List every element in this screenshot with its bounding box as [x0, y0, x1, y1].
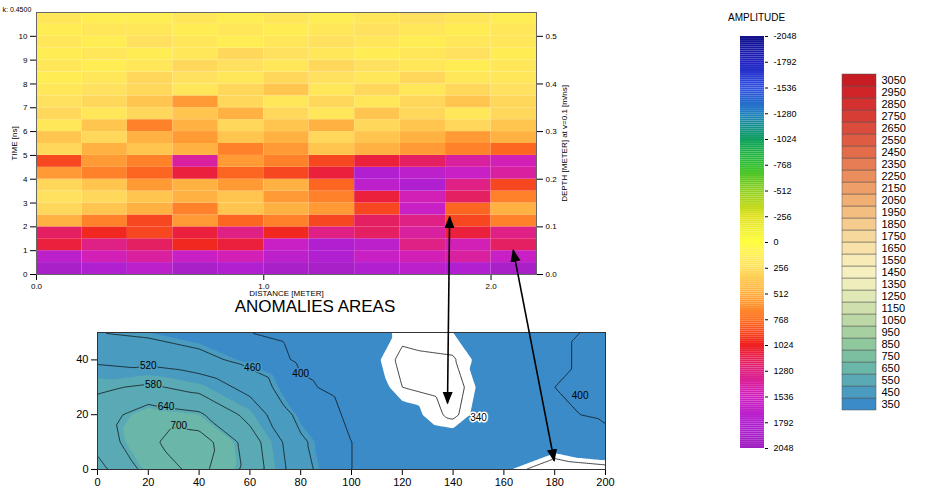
- svg-text:-1536: -1536: [774, 83, 797, 93]
- svg-text:3050: 3050: [882, 74, 906, 86]
- svg-text:700: 700: [170, 420, 187, 431]
- svg-text:2750: 2750: [882, 110, 906, 122]
- svg-text:2: 2: [23, 222, 28, 231]
- svg-text:7: 7: [23, 103, 28, 112]
- svg-text:140: 140: [444, 476, 462, 488]
- svg-text:0.4: 0.4: [546, 80, 558, 89]
- svg-text:256: 256: [774, 263, 789, 273]
- svg-text:0.5: 0.5: [546, 32, 558, 41]
- svg-text:400: 400: [292, 368, 309, 379]
- svg-text:1.0: 1.0: [258, 282, 270, 292]
- svg-text:40: 40: [193, 476, 205, 488]
- svg-text:340: 340: [470, 412, 487, 423]
- svg-text:350: 350: [882, 398, 900, 410]
- svg-text:-768: -768: [774, 160, 792, 170]
- svg-text:2650: 2650: [882, 122, 906, 134]
- svg-text:450: 450: [882, 386, 900, 398]
- svg-text:580: 580: [145, 379, 162, 390]
- svg-text:550: 550: [882, 374, 900, 386]
- svg-text:512: 512: [774, 289, 789, 299]
- svg-text:1450: 1450: [882, 266, 906, 278]
- svg-text:-1024: -1024: [774, 134, 797, 144]
- svg-text:10: 10: [19, 32, 28, 41]
- svg-text:1536: 1536: [774, 392, 794, 402]
- svg-text:-1280: -1280: [774, 109, 797, 119]
- svg-text:40: 40: [76, 353, 88, 365]
- svg-text:20: 20: [142, 476, 154, 488]
- svg-text:-512: -512: [774, 186, 792, 196]
- svg-text:2150: 2150: [882, 182, 906, 194]
- svg-text:8: 8: [23, 80, 28, 89]
- html-text:AMPLITUDE: AMPLITUDE: [728, 12, 786, 23]
- svg-text:1250: 1250: [882, 290, 906, 302]
- svg-text:1650: 1650: [882, 242, 906, 254]
- svg-text:2450: 2450: [882, 146, 906, 158]
- svg-text:120: 120: [393, 476, 411, 488]
- svg-text:0: 0: [774, 237, 779, 247]
- svg-text:9: 9: [23, 56, 28, 65]
- svg-text:650: 650: [882, 362, 900, 374]
- svg-text:2850: 2850: [882, 98, 906, 110]
- svg-text:1: 1: [23, 246, 28, 255]
- svg-text:5: 5: [23, 151, 28, 160]
- svg-text:0: 0: [23, 270, 28, 279]
- svg-text:1550: 1550: [882, 254, 906, 266]
- svg-text:1850: 1850: [882, 218, 906, 230]
- svg-text:2050: 2050: [882, 194, 906, 206]
- svg-text:20: 20: [76, 408, 88, 420]
- html-text:ANOMALIES AREAS: ANOMALIES AREAS: [234, 297, 396, 316]
- svg-text:1280: 1280: [774, 366, 794, 376]
- svg-text:100: 100: [342, 476, 360, 488]
- svg-text:6: 6: [23, 127, 28, 136]
- svg-text:3: 3: [23, 199, 28, 208]
- svg-text:0.1: 0.1: [546, 222, 558, 231]
- svg-text:4: 4: [23, 175, 28, 184]
- svg-text:2250: 2250: [882, 170, 906, 182]
- svg-text:400: 400: [572, 390, 589, 401]
- svg-text:DISTANCE [METER]: DISTANCE [METER]: [249, 289, 324, 298]
- svg-text:1350: 1350: [882, 278, 906, 290]
- svg-text:0.3: 0.3: [546, 127, 558, 136]
- svg-text:950: 950: [882, 326, 900, 338]
- svg-text:60: 60: [244, 476, 256, 488]
- svg-text:180: 180: [546, 476, 564, 488]
- svg-text:0.2: 0.2: [546, 175, 558, 184]
- svg-text:768: 768: [774, 315, 789, 325]
- svg-text:1150: 1150: [882, 302, 906, 314]
- svg-text:2350: 2350: [882, 158, 906, 170]
- svg-text:200: 200: [596, 476, 614, 488]
- svg-text:1750: 1750: [882, 230, 906, 242]
- svg-text:1792: 1792: [774, 418, 794, 428]
- svg-text:640: 640: [158, 401, 175, 412]
- svg-text:2.0: 2.0: [485, 282, 497, 291]
- svg-text:0: 0: [94, 476, 100, 488]
- svg-text:-256: -256: [774, 212, 792, 222]
- svg-text:850: 850: [882, 338, 900, 350]
- svg-text:DEPTH [METER] at v=0.1 [m/ns]: DEPTH [METER] at v=0.1 [m/ns]: [560, 85, 569, 202]
- svg-text:TIME [ns]: TIME [ns]: [10, 126, 19, 160]
- svg-text:0.0: 0.0: [546, 270, 558, 279]
- svg-text:k: 0.4500: k: 0.4500: [3, 6, 32, 13]
- svg-text:-1792: -1792: [774, 57, 797, 67]
- svg-text:1950: 1950: [882, 206, 906, 218]
- svg-text:2550: 2550: [882, 134, 906, 146]
- svg-text:80: 80: [295, 476, 307, 488]
- svg-text:1024: 1024: [774, 340, 794, 350]
- svg-text:1050: 1050: [882, 314, 906, 326]
- svg-text:-2048: -2048: [774, 31, 797, 41]
- svg-text:520: 520: [140, 360, 157, 371]
- svg-text:0: 0: [82, 463, 88, 475]
- svg-text:2950: 2950: [882, 86, 906, 98]
- svg-text:2048: 2048: [774, 443, 794, 453]
- svg-text:0.0: 0.0: [31, 282, 43, 291]
- svg-text:160: 160: [495, 476, 513, 488]
- svg-text:460: 460: [244, 362, 261, 373]
- svg-text:750: 750: [882, 350, 900, 362]
